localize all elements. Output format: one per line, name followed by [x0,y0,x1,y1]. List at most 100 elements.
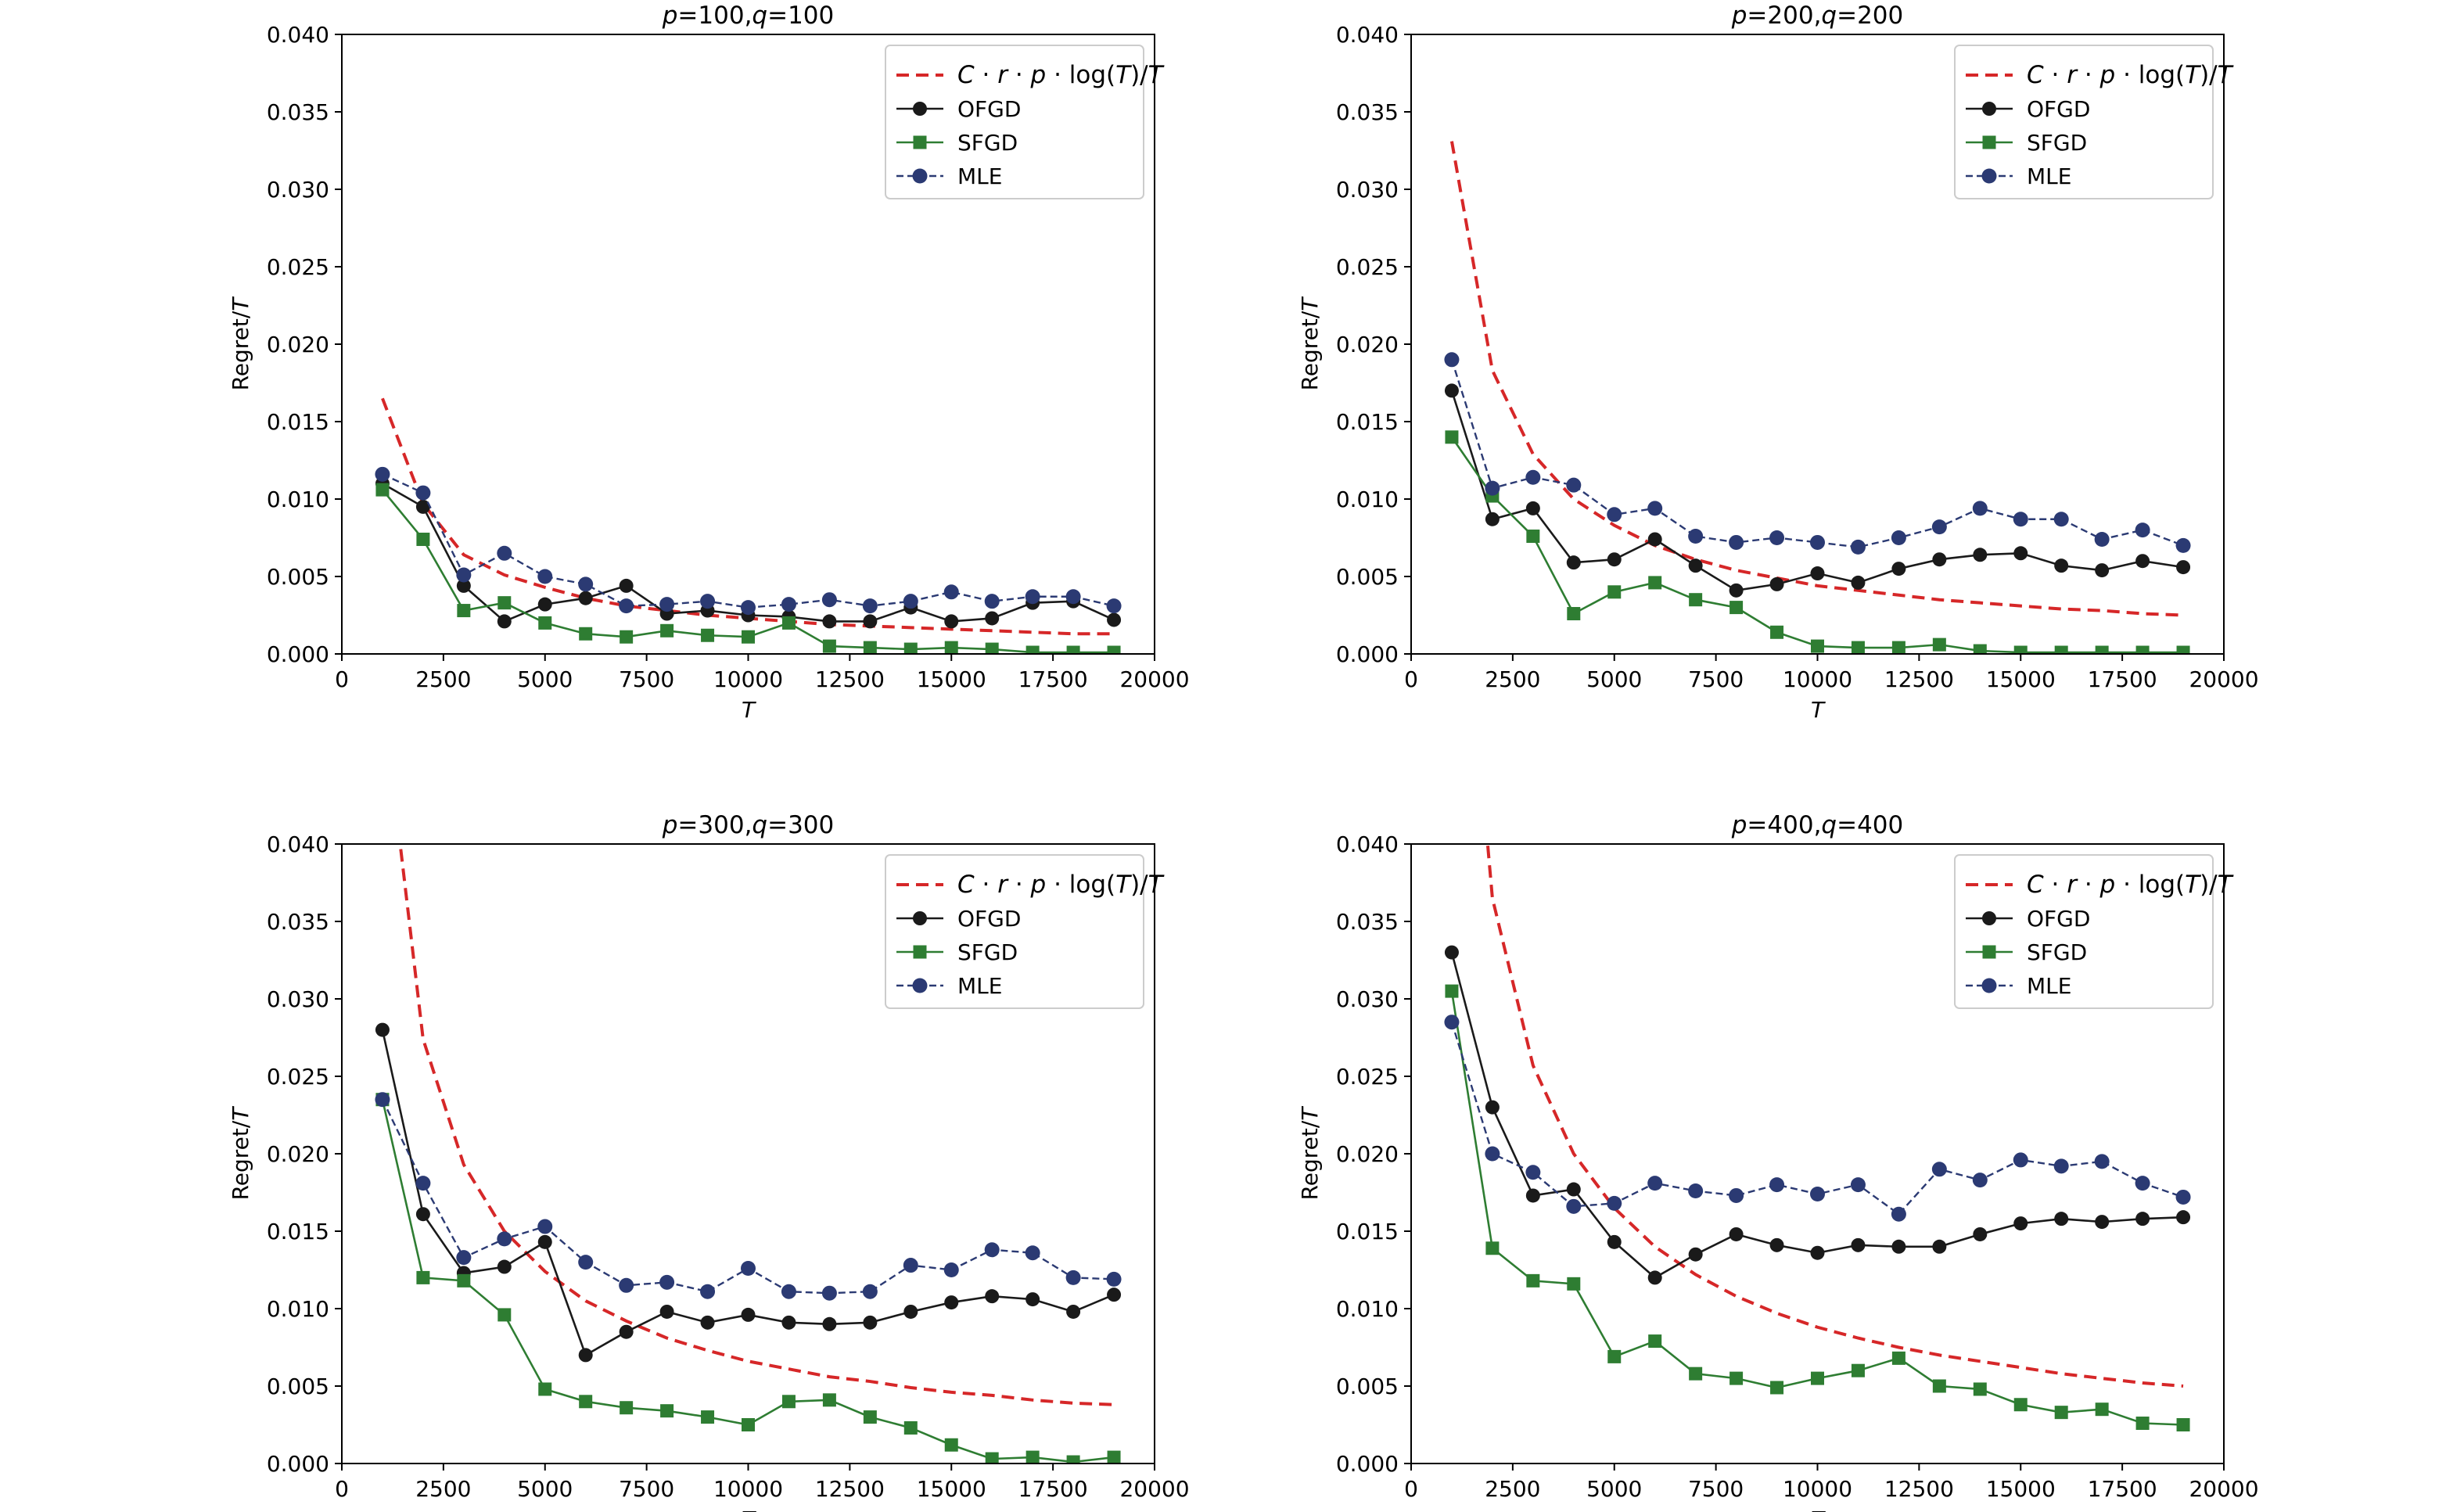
data-point-ofgd [2054,558,2069,573]
data-point-ofgd [619,578,634,593]
data-point-mle [903,594,918,609]
data-point-sfgd [1025,1450,1040,1464]
data-point-ofgd [700,1315,715,1330]
data-point-ofgd [2054,1212,2069,1226]
x-tick-label: 5000 [517,666,573,692]
subplot-2: 0 2500 5000 7500 10000 12500 15000 17500 20000 0.… [1297,2,2259,723]
legend-marker-ofgd [1982,911,1996,925]
series-line-bound [1449,141,2184,617]
legend-marker-mle [1981,168,1997,184]
data-point-ofgd [1688,558,1703,573]
data-point-mle [1931,519,1947,535]
data-point-mle [984,594,1000,609]
legend-label-mle: MLE [2027,163,2071,189]
data-point-sfgd [985,1452,999,1464]
data-point-ofgd [1485,1100,1500,1115]
series-line-sfgd [381,489,1115,654]
data-point-mle [1931,1162,1947,1177]
data-point-mle [943,1262,959,1277]
data-point-ofgd [1729,1226,1744,1241]
data-point-mle [1769,530,1785,545]
y-tick-label: 0.040 [1336,831,1399,857]
data-point-sfgd [903,642,918,654]
series-line-sfgd [381,1099,1115,1464]
x-tick-label: 15000 [1986,1476,2056,1502]
data-point-mle [2053,512,2069,527]
x-tick-label: 12500 [815,666,885,692]
axes-frame [341,843,1155,1464]
data-point-sfgd [579,627,593,641]
chart-title: p=300,q=300 [662,811,835,839]
legend-label-mle: MLE [957,163,1002,189]
data-point-mle [1566,477,1582,493]
data-point-mle [1025,589,1040,605]
data-point-ofgd [903,1304,918,1319]
data-point-sfgd [1932,1379,1946,1393]
data-point-sfgd [1811,1371,1824,1385]
data-point-mle [1769,1177,1785,1193]
x-tick-label: 20000 [1119,666,1189,692]
data-point-sfgd [660,623,674,637]
data-point-ofgd [1810,566,1825,581]
data-point-sfgd [1973,1382,1987,1396]
x-tick-label: 17500 [2088,1476,2157,1502]
data-point-ofgd [944,614,959,629]
data-point-ofgd [1566,555,1581,570]
data-point-ofgd [863,614,878,629]
data-point-mle [456,1250,472,1266]
data-point-ofgd [619,1324,634,1339]
data-point-mle [2175,537,2191,553]
data-point-ofgd [578,591,593,605]
y-axis-label: Regret/T [1297,296,1323,391]
data-point-ofgd [1566,1182,1581,1197]
y-tick-label: 0.020 [267,332,329,357]
series-line-ofgd [1450,390,2184,592]
legend-box [885,45,1144,199]
data-point-mle [741,1261,756,1277]
x-tick-label: 15000 [1986,666,2056,692]
y-tick-label: 0.035 [267,99,329,125]
data-point-ofgd [2095,563,2110,578]
data-point-mle [456,567,472,583]
data-point-mle [1525,1165,1541,1180]
y-tick-label: 0.020 [1336,332,1399,357]
y-tick-label: 0.020 [267,1141,329,1167]
y-tick-label: 0.025 [1336,1064,1399,1090]
y-tick-label: 0.040 [1336,22,1399,48]
x-tick-label: 20000 [1119,1476,1189,1502]
data-point-sfgd [1445,984,1459,998]
data-point-sfgd [538,1382,552,1396]
data-point-sfgd [822,1393,836,1407]
data-point-sfgd [457,1273,471,1288]
legend-label-bound: C · r · p · log(T)/T [2027,61,2234,89]
data-point-sfgd [1770,625,1784,639]
x-tick-label: 2500 [1485,1476,1540,1502]
x-tick-label: 7500 [1688,1476,1744,1502]
data-point-ofgd [1769,576,1784,591]
data-point-mle [1106,598,1122,614]
data-point-ofgd [944,1295,959,1310]
axes-frame [341,34,1155,655]
data-point-sfgd [579,1395,593,1409]
data-point-mle [497,545,512,561]
data-point-sfgd [1891,1351,1905,1365]
data-point-mle [2053,1158,2069,1174]
y-tick-label: 0.005 [267,1374,329,1399]
plot-data [1444,844,2191,1431]
data-point-sfgd [1107,1450,1121,1464]
data-point-ofgd [1973,548,1988,562]
series-line-mle [1450,359,2184,548]
data-point-sfgd [416,532,430,546]
data-point-sfgd [1567,607,1581,621]
y-tick-label: 0.030 [267,986,329,1012]
y-tick-label: 0.005 [267,564,329,590]
data-point-mle [415,485,431,501]
legend: C · r · p · log(T)/T OFGD SFGD MLE [885,45,1165,199]
data-point-mle [1891,530,1906,545]
data-point-sfgd [1025,645,1040,654]
data-point-ofgd [1891,1239,1906,1254]
y-tick-label: 0.025 [267,1064,329,1090]
data-point-sfgd [2176,1418,2190,1431]
data-point-mle [862,598,878,614]
y-tick-label: 0.025 [267,254,329,280]
